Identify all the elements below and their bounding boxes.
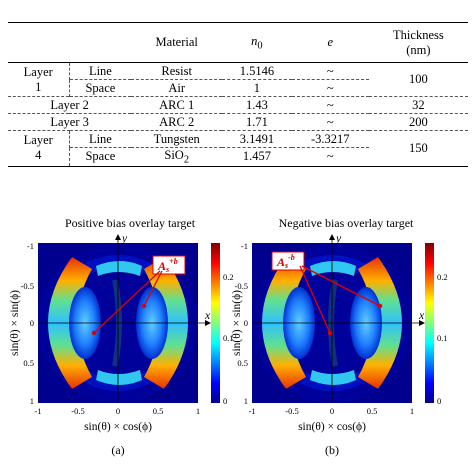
- layer1-space-material: Air: [131, 79, 223, 97]
- layer1-space-sub: Space: [68, 79, 132, 97]
- svg-text:-1: -1: [34, 406, 41, 416]
- panel-a-title: Positive bias overlay target: [65, 216, 196, 230]
- panel-b-ylabel: sin(θ) × sin(ϕ): [231, 290, 243, 356]
- table-row: Layer 4 Line Tungsten 3.1491 -3.3217 150: [8, 130, 468, 167]
- material-properties-table: Material n0 e Thickness (nm) Layer 1 Line …: [8, 22, 468, 167]
- header-material: Material: [131, 22, 223, 63]
- svg-text:-0.5: -0.5: [285, 406, 298, 416]
- panel-b-colorbar: [425, 243, 434, 403]
- layer4-space-e: ~: [291, 147, 369, 167]
- panel-a-x-axis-label: x: [204, 310, 211, 322]
- panel-a-ylabel: sin(θ) × sin(ϕ): [9, 290, 21, 356]
- svg-text:0.1: 0.1: [223, 333, 234, 343]
- panel-b-y-ticks: -1 -0.5 0 0.5 1: [235, 241, 248, 406]
- layer3-thickness: 200: [368, 113, 468, 131]
- table-header-row: Material n0 e Thickness (nm): [8, 22, 468, 63]
- panel-a-y-ticks: -1 -0.5 0 0.5 1: [21, 241, 34, 406]
- svg-text:0.5: 0.5: [23, 358, 34, 368]
- layer3-n0: 1.71: [222, 113, 292, 131]
- layer1-line-sub: Line: [68, 62, 132, 80]
- layer3-label: Layer 3: [8, 113, 132, 131]
- header-thickness: Thickness (nm): [368, 22, 468, 63]
- layer2-thickness: 32: [368, 96, 468, 114]
- svg-text:-1: -1: [248, 406, 255, 416]
- panel-a-x-ticks: -1 -0.5 0 0.5 1: [34, 406, 200, 416]
- panel-b-caption: (b): [325, 443, 339, 457]
- table-row: Space SiO2 1.457 ~: [8, 147, 468, 167]
- svg-text:As+b: As+b: [157, 257, 178, 274]
- panel-a: Positive bias overlay target x y As+b: [9, 216, 234, 457]
- layer3-material: ARC 2: [131, 113, 223, 131]
- panel-a-colorbar-ticks: 0.2 0.1 0: [223, 272, 234, 406]
- svg-text:-0.5: -0.5: [235, 281, 248, 291]
- panel-b-xlabel: sin(θ) × cos(ϕ): [298, 421, 366, 433]
- svg-text:-1: -1: [241, 241, 248, 251]
- svg-text:0.2: 0.2: [437, 272, 448, 282]
- layer4-line-sub: Line: [68, 130, 132, 148]
- layer4-thickness: 150: [368, 130, 468, 167]
- svg-text:1: 1: [196, 406, 200, 416]
- layer4-line-n0: 3.1491: [222, 130, 292, 148]
- header-n0: n0: [222, 22, 292, 63]
- layer2-e: ~: [291, 96, 369, 114]
- layer1-line-e: ~: [326, 63, 334, 78]
- svg-text:0.5: 0.5: [237, 358, 248, 368]
- svg-text:0: 0: [437, 396, 441, 406]
- svg-text:0.5: 0.5: [367, 406, 378, 416]
- layer4-space-n0: 1.457: [222, 147, 292, 167]
- layer1-thickness: 100: [409, 72, 428, 86]
- panel-b-x-ticks: -1 -0.5 0 0.5 1: [248, 406, 414, 416]
- layer1-space-n0: 1: [222, 79, 292, 97]
- panel-b-x-axis-label: x: [418, 310, 425, 322]
- svg-text:0.1: 0.1: [437, 333, 448, 343]
- svg-text:-1: -1: [27, 241, 34, 251]
- svg-text:1: 1: [244, 396, 248, 406]
- panel-b-colorbar-ticks: 0.2 0.1 0: [437, 272, 448, 406]
- svg-text:0: 0: [30, 318, 34, 328]
- svg-text:As-b: As-b: [276, 253, 295, 270]
- svg-text:-0.5: -0.5: [71, 406, 84, 416]
- layer2-material: ARC 1: [131, 96, 223, 114]
- panel-a-xlabel: sin(θ) × cos(ϕ): [84, 421, 152, 433]
- svg-text:-0.5: -0.5: [21, 281, 34, 291]
- layer2-n0: 1.43: [222, 96, 292, 114]
- panel-b-title: Negative bias overlay target: [279, 216, 414, 230]
- panel-a-annotation: As+b: [91, 255, 186, 336]
- table-row: Layer 3 ARC 2 1.71 ~ 200: [8, 113, 468, 131]
- svg-text:0.2: 0.2: [223, 272, 234, 282]
- layer4-line-e: -3.3217: [291, 130, 369, 148]
- panel-b: Negative bias overlay target x y As-b: [231, 216, 448, 457]
- layer2-label: Layer 2: [8, 96, 132, 114]
- table-row: Space Air 1 ~: [8, 79, 468, 97]
- table-row: Layer 2 ARC 1 1.43 ~ 32: [8, 96, 468, 114]
- svg-text:0: 0: [330, 406, 334, 416]
- svg-text:1: 1: [30, 396, 34, 406]
- svg-text:0: 0: [244, 318, 248, 328]
- panel-b-y-axis-label: y: [335, 233, 342, 245]
- layer1-line-n0: 1.5146: [239, 63, 275, 78]
- layer4-line-material: Tungsten: [131, 130, 223, 148]
- layer1-line-material: Resist: [161, 63, 192, 78]
- svg-text:1: 1: [410, 406, 414, 416]
- panel-a-y-axis-label: y: [121, 233, 128, 245]
- header-e: e: [291, 22, 369, 63]
- panel-a-colorbar: [211, 243, 220, 403]
- panel-a-caption: (a): [111, 443, 124, 457]
- layer3-e: ~: [291, 113, 369, 131]
- svg-text:0: 0: [223, 396, 227, 406]
- layer1-space-e: ~: [291, 79, 369, 97]
- layer1-label: Layer 1: [23, 64, 53, 94]
- panel-b-annotation: As-b: [271, 251, 383, 336]
- svg-text:0.5: 0.5: [153, 406, 164, 416]
- layer4-label: Layer 4: [8, 130, 70, 167]
- table-row: Layer 1 Line Resist 1.5146 ~ 100: [8, 62, 468, 94]
- svg-text:0: 0: [116, 406, 120, 416]
- layer4-space-material: SiO2: [131, 147, 223, 167]
- layer4-space-sub: Space: [68, 147, 132, 167]
